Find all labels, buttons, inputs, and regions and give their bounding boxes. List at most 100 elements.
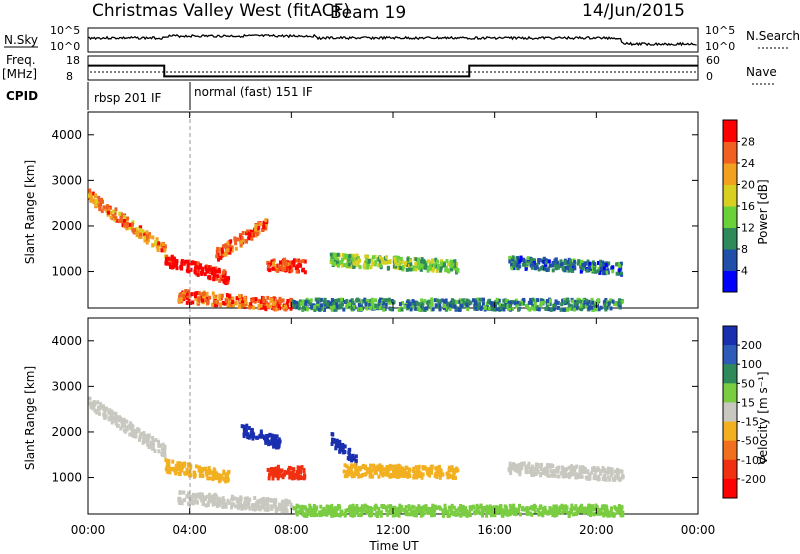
echo-cell: [422, 307, 426, 312]
echo-cell: [337, 504, 341, 509]
echo-cell: [515, 463, 519, 468]
echo-cell: [145, 240, 149, 245]
echo-cell: [399, 266, 403, 271]
echo-cell: [465, 298, 469, 303]
echo-cell: [465, 303, 469, 308]
echo-cell: [280, 266, 284, 271]
echo-cell: [341, 253, 345, 258]
echo-cell: [487, 306, 491, 311]
echo-cell: [317, 297, 321, 302]
echo-cell: [605, 299, 609, 304]
echo-cell: [475, 506, 479, 511]
echo-cell: [263, 435, 267, 440]
echo-cell: [384, 255, 388, 260]
echo-cell: [151, 439, 155, 444]
echo-cell: [438, 305, 442, 310]
echo-cell: [247, 426, 251, 431]
echo-cell: [361, 463, 365, 468]
echo-cell: [593, 506, 597, 511]
echo-cell: [365, 306, 369, 311]
echo-cell: [579, 269, 583, 274]
echo-cell: [434, 257, 438, 262]
nsearch-tick-high: 10^5: [705, 24, 735, 37]
echo-cell: [320, 510, 324, 515]
echo-cell: [561, 266, 565, 271]
echo-cell: [452, 266, 456, 271]
echo-cell: [495, 307, 499, 312]
echo-cell: [332, 299, 336, 304]
echo-cell: [434, 264, 438, 269]
echo-cell: [603, 299, 607, 304]
echo-cell: [356, 468, 360, 473]
echo-cell: [181, 465, 185, 470]
power-ylabel: Slant Range [km]: [23, 160, 37, 264]
echo-cell: [330, 432, 334, 437]
echo-cell: [453, 263, 457, 268]
echo-cell: [125, 221, 129, 226]
y-tick-label: 2000: [51, 425, 82, 439]
colorbar-tick-label: 8: [741, 243, 748, 256]
echo-cell: [240, 424, 244, 429]
echo-cell: [512, 263, 516, 268]
echo-cell: [419, 474, 423, 479]
echo-cell: [262, 296, 266, 301]
echo-cell: [553, 513, 557, 518]
echo-cell: [109, 210, 113, 215]
echo-cell: [396, 510, 400, 515]
echo-cell: [173, 259, 177, 264]
echo-cell: [384, 506, 388, 511]
echo-cell: [547, 307, 551, 312]
echo-cell: [435, 472, 439, 477]
echo-cell: [406, 257, 410, 262]
echo-cell: [217, 269, 221, 274]
echo-cell: [271, 498, 275, 503]
echo-cell: [290, 505, 294, 510]
echo-cell: [114, 421, 118, 426]
echo-cell: [355, 297, 359, 302]
echo-cell: [571, 269, 575, 274]
echo-cell: [591, 300, 595, 305]
echo-cell: [301, 510, 305, 515]
echo-cell: [149, 440, 153, 445]
echo-cell: [566, 263, 570, 268]
echo-cell: [579, 508, 583, 513]
echo-cell: [590, 470, 594, 475]
echo-cell: [530, 469, 534, 474]
echo-cell: [163, 451, 167, 456]
echo-cell: [319, 303, 323, 308]
echo-cell: [619, 261, 623, 266]
echo-cell: [519, 255, 523, 260]
echo-cell: [325, 302, 329, 307]
colorbar-segment: [723, 421, 737, 442]
echo-cell: [573, 266, 577, 271]
echo-cell: [476, 510, 480, 515]
echo-cell: [370, 506, 374, 511]
echo-cell: [216, 246, 220, 251]
echo-cell: [443, 303, 447, 308]
echo-cell: [280, 473, 284, 478]
echo-cell: [414, 261, 418, 266]
echo-cell: [123, 222, 127, 227]
echo-cell: [211, 268, 215, 273]
echo-cell: [451, 299, 455, 304]
echo-cell: [103, 410, 107, 415]
echo-cell: [297, 510, 301, 515]
echo-cell: [396, 255, 400, 260]
echo-cell: [599, 262, 603, 267]
echo-cell: [128, 426, 132, 431]
echo-cell: [485, 306, 489, 311]
echo-cell: [319, 297, 323, 302]
echo-cell: [202, 501, 206, 506]
echo-cell: [322, 300, 326, 305]
echo-cell: [535, 265, 539, 270]
echo-cell: [586, 301, 590, 306]
echo-cell: [278, 296, 282, 301]
echo-cell: [366, 255, 370, 260]
echo-cell: [357, 298, 361, 303]
echo-cell: [360, 504, 364, 509]
echo-cell: [274, 508, 278, 513]
echo-cell: [469, 300, 473, 305]
colorbar-segment: [723, 326, 737, 346]
echo-cell: [570, 304, 574, 309]
